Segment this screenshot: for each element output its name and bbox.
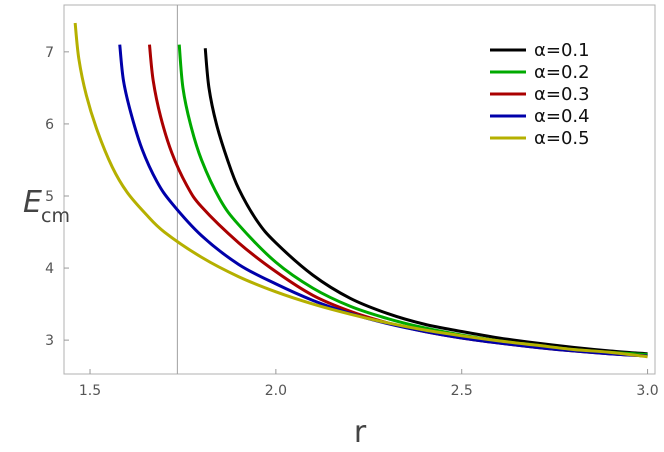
legend-label: α=0.5 (534, 128, 590, 149)
legend-label: α=0.1 (534, 40, 590, 61)
y-axis-title: E (23, 185, 42, 220)
series-line-5 (73, 22, 648, 359)
y-axis-title-subscript: cm (41, 205, 70, 227)
x-tick-label: 2.0 (265, 383, 287, 399)
y-tick-label: 6 (45, 117, 54, 133)
series-line-1 (203, 48, 648, 356)
legend-label: α=0.3 (534, 84, 590, 105)
x-tick-label: 2.5 (451, 383, 473, 399)
y-tick-label: 5 (45, 189, 54, 205)
x-axis-title: r (354, 415, 367, 450)
y-tick-label: 3 (45, 333, 54, 349)
x-tick-label: 1.5 (79, 383, 101, 399)
legend-label: α=0.4 (534, 106, 590, 127)
y-tick-label: 7 (45, 45, 54, 61)
legend-label: α=0.2 (534, 62, 590, 83)
y-tick-label: 4 (45, 261, 54, 277)
series-line-4 (118, 44, 648, 358)
x-tick-label: 3.0 (636, 383, 658, 399)
plot-frame (63, 4, 656, 375)
